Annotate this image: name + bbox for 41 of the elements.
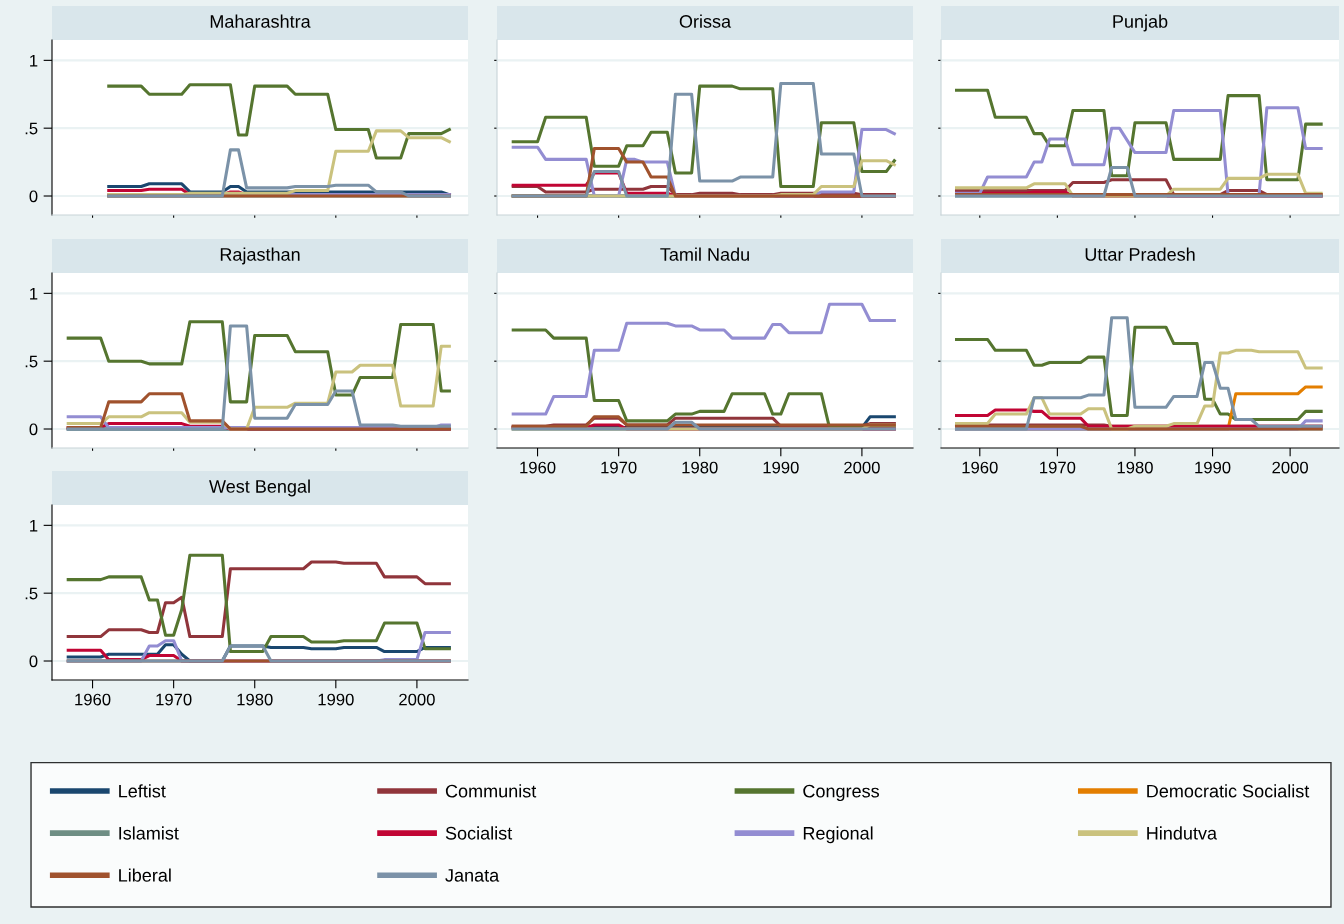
- x-tick-label: 1980: [682, 461, 718, 474]
- chart-title: West Bengal: [209, 479, 310, 497]
- y-tick-label: .5: [25, 587, 38, 600]
- x-tick-label: 1970: [601, 461, 637, 474]
- x-tick-label: 1960: [75, 693, 111, 706]
- y-tick-label: 1: [30, 519, 38, 532]
- x-tick-label: 1960: [520, 461, 556, 474]
- x-tick-label: 1980: [237, 693, 273, 706]
- y-tick-label: .5: [25, 355, 38, 368]
- y-tick-label: 0: [29, 190, 38, 203]
- legend-label: Janata: [445, 869, 500, 882]
- legend-label: Socialist: [445, 826, 513, 840]
- y-tick-label: .5: [25, 122, 38, 135]
- x-tick-label: 1970: [156, 693, 192, 706]
- x-tick-label: 2000: [1272, 461, 1309, 474]
- y-tick-label: 0: [29, 655, 38, 668]
- legend-label: Islamist: [119, 826, 179, 840]
- chart-title: Tamil Nadu: [660, 247, 749, 261]
- y-tick-label: 1: [30, 287, 38, 300]
- legend-label: Democratic Socialist: [1147, 784, 1310, 798]
- x-tick-label: 1980: [1117, 461, 1153, 474]
- chart-title: Punjab: [1113, 14, 1168, 32]
- chart-title: Rajasthan: [220, 247, 300, 265]
- y-tick-label: 0: [29, 423, 38, 436]
- chart-title: Orissa: [679, 14, 732, 28]
- legend-label: Communist: [445, 784, 537, 798]
- x-tick-label: 1990: [763, 461, 799, 474]
- x-tick-label: 1990: [318, 693, 354, 706]
- legend-label: Liberal: [119, 868, 171, 882]
- x-tick-label: 2000: [844, 461, 880, 474]
- legend-label: Regional: [803, 826, 873, 844]
- legend-label: Congress: [803, 784, 880, 802]
- x-tick-label: 1970: [1040, 461, 1076, 474]
- x-tick-label: 1990: [1195, 461, 1231, 474]
- legend-label: Hindutva: [1147, 826, 1218, 840]
- chart-title: Uttar Pradesh: [1085, 247, 1195, 261]
- x-tick-label: 2000: [399, 693, 435, 706]
- chart-title: Maharashtra: [210, 14, 311, 28]
- x-tick-label: 1960: [962, 461, 998, 474]
- legend-label: Leftist: [119, 784, 166, 798]
- y-tick-label: 1: [30, 54, 38, 67]
